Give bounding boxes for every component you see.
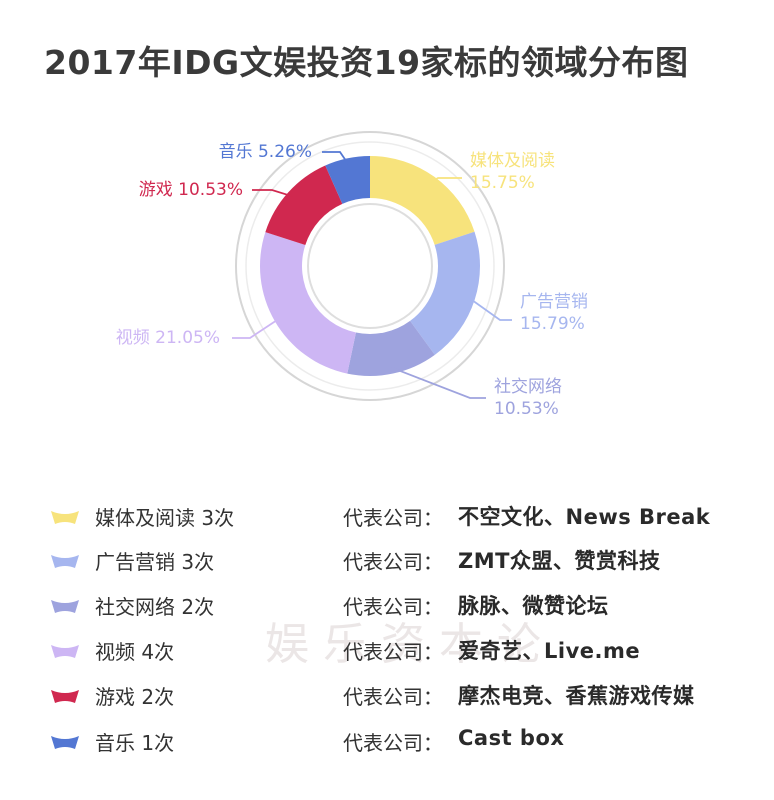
leader-line-4 [252,189,293,198]
slice-label-percent: 21.05% [155,328,220,348]
legend-category-label: 视频 4次 [95,640,175,664]
slice-label: 音乐 5.26% [219,142,312,162]
slice-4 [265,165,343,246]
legend-row-media: 媒体及阅读 3次 代表公司： 不空文化、News Break [50,498,750,542]
legend-swatch [51,645,79,658]
slice-1 [410,231,480,355]
slice-label-name: 视频 [116,328,155,348]
legend-company-names: 爱奇艺、Live.me [458,639,641,663]
legend-company-prefix: 代表公司： [343,731,443,755]
watermark-text: 娱乐资本论 [265,619,555,670]
legend-row-advertising: 广告营销 3次 代表公司： ZMT众盟、赞赏科技 [50,542,750,586]
legend-company-prefix: 代表公司： [343,685,443,709]
leader-line-0 [430,177,462,183]
legend-company-names: Cast box [458,726,565,750]
legend-row-social: 社交网络 2次 代表公司： 脉脉、微赞论坛 [50,587,750,631]
slice-5 [325,156,370,204]
slice-0 [370,156,475,245]
legend-company-names: 摩杰电竞、香蕉游戏传媒 [458,684,695,708]
slice-percent-label: 15.79% [520,314,585,334]
leader-line-5 [322,151,350,165]
slice-label-name: 游戏 [139,180,178,200]
slice-percent-label: 10.53% [494,399,559,419]
legend-category-label: 音乐 1次 [95,731,175,755]
leader-line-3 [232,317,281,339]
slice-label-name: 音乐 [219,142,258,162]
outer-ring [235,131,505,401]
slice-label: 游戏 10.53% [139,180,243,200]
inner-ring [307,203,433,329]
slice-label-percent: 5.26% [258,142,312,162]
legend-company-prefix: 代表公司： [343,595,443,619]
slice-percent-label: 15.75% [470,173,535,193]
slice-label: 媒体及阅读 [470,151,555,171]
legend-company-names: 脉脉、微赞论坛 [458,594,609,618]
legend-company-names: ZMT众盟、赞赏科技 [458,549,661,573]
legend-swatch [51,690,79,703]
leader-line-1 [468,297,512,321]
legend-company-prefix: 代表公司： [343,506,443,530]
slice-label: 社交网络 [494,377,562,397]
legend-swatch [51,511,79,524]
legend-category-label: 广告营销 3次 [95,550,215,574]
legend-company-prefix: 代表公司： [343,550,443,574]
legend-category-label: 媒体及阅读 3次 [95,506,235,530]
chart-title: 2017年IDG文娱投资19家标的领域分布图 [44,43,689,82]
legend-row-video: 视频 4次 代表公司： 爱奇艺、Live.me [50,632,750,676]
slice-3 [260,232,356,374]
legend-company-prefix: 代表公司： [343,640,443,664]
legend-category-label: 社交网络 2次 [95,595,215,619]
slice-label-percent: 10.53% [178,180,243,200]
legend-company-names: 不空文化、News Break [458,505,711,529]
outer-ring-inner [245,141,495,391]
legend-category-label: 游戏 2次 [95,685,175,709]
legend-row-music: 音乐 1次 代表公司： Cast box [50,723,750,767]
legend-swatch [51,736,79,749]
leader-line-2 [391,366,486,399]
legend-swatch [51,555,79,568]
legend-row-games: 游戏 2次 代表公司： 摩杰电竞、香蕉游戏传媒 [50,677,750,721]
legend-swatch [51,600,79,613]
slice-2 [347,320,435,376]
slice-label: 视频 21.05% [116,328,220,348]
slice-label: 广告营销 [520,292,588,312]
